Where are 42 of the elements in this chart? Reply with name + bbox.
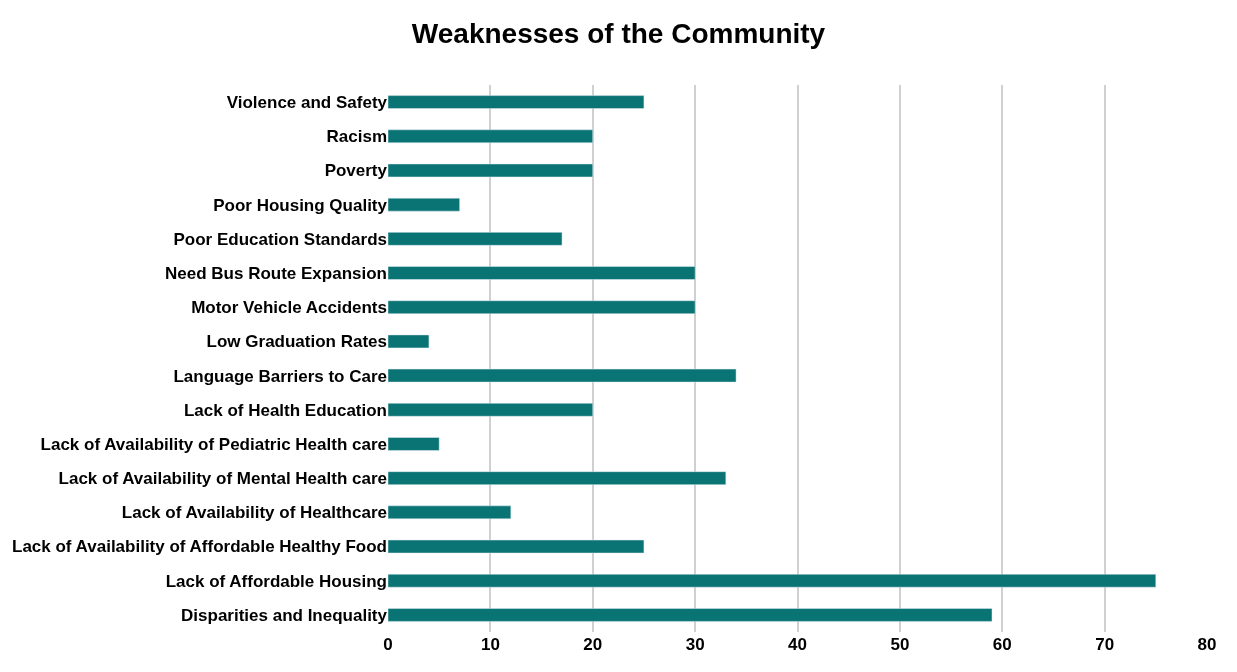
x-tick-label: 70: [1095, 635, 1115, 654]
x-tick-label: 20: [583, 635, 603, 654]
bar: [388, 573, 1157, 588]
bar: [388, 368, 737, 383]
y-tick-label: Language Barriers to Care: [173, 366, 387, 386]
x-tick-label: 60: [992, 635, 1012, 654]
bar: [388, 163, 593, 178]
y-tick-label: Motor Vehicle Accidents: [191, 298, 387, 318]
y-tick-label: Poor Education Standards: [173, 229, 387, 249]
y-tick-label: Lack of Availability of Mental Health care: [58, 469, 387, 489]
y-tick-label: Poverty: [324, 161, 388, 181]
y-tick-label: Violence and Safety: [226, 93, 388, 113]
bar: [388, 539, 645, 554]
bar: [388, 300, 696, 314]
chart-title: Weaknesses of the Community: [411, 18, 826, 50]
x-tick-label: 0: [383, 635, 393, 654]
x-tick-label: 50: [890, 635, 910, 654]
bar: [388, 197, 460, 212]
y-tick-label: Need Bus Route Expansion: [165, 263, 387, 283]
bar: [388, 129, 593, 144]
bar: [388, 403, 593, 417]
y-tick-label: Low Graduation Rates: [206, 332, 387, 352]
bar: [388, 266, 696, 280]
x-tick-label: 10: [480, 635, 500, 654]
y-tick-label: Lack of Availability of Affordable Healthy Food: [12, 537, 387, 557]
x-tick-label: 40: [788, 635, 807, 654]
y-tick-label: Racism: [326, 127, 387, 147]
bar: [388, 505, 512, 520]
x-tick-label: 30: [685, 635, 705, 654]
y-tick-label: Lack of Availability of Pediatric Health care: [40, 434, 387, 454]
y-tick-label: Lack of Availability of Healthcare: [121, 503, 387, 523]
bar: [388, 334, 430, 349]
y-tick-label: Lack of Affordable Housing: [165, 571, 387, 591]
bar: [388, 608, 993, 622]
bar: [388, 437, 440, 451]
y-tick-label: Lack of Health Education: [183, 400, 387, 420]
x-tick-label: 80: [1197, 635, 1217, 654]
bar: [388, 95, 645, 109]
bar: [388, 232, 563, 246]
y-tick-label: Poor Housing Quality: [213, 195, 388, 215]
y-tick-label: Disparities and Inequality: [181, 605, 388, 625]
bar: [388, 471, 727, 485]
